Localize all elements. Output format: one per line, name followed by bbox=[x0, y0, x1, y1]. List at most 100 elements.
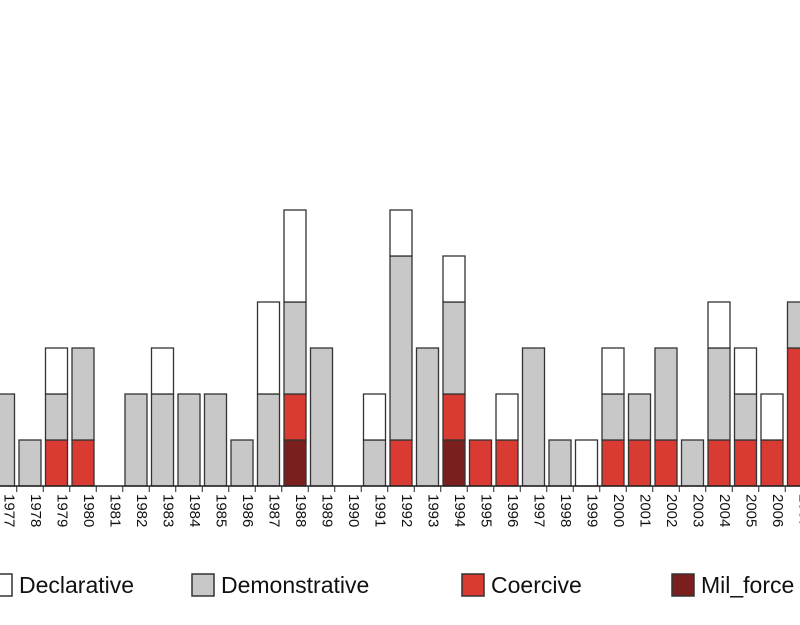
bar-demonstrative-1997 bbox=[523, 348, 545, 486]
x-tick-label: 1977 bbox=[1, 494, 18, 527]
x-tick-label: 1994 bbox=[451, 494, 468, 527]
bar-coercive-2006 bbox=[761, 440, 783, 486]
bar-demonstrative-1993 bbox=[417, 348, 439, 486]
x-tick-label: 1978 bbox=[27, 494, 44, 527]
x-tick-label: 1997 bbox=[531, 494, 548, 527]
bar-demonstrative-1998 bbox=[549, 440, 571, 486]
legend-label: Demonstrative bbox=[221, 572, 369, 598]
bar-declarative-1991 bbox=[364, 394, 386, 440]
bar-demonstrative-1985 bbox=[205, 394, 227, 486]
x-ticks: 1977 1978 1979 1980 1981 1982 1983 1984 1985 1986… bbox=[1, 486, 800, 527]
bar-coercive-2005 bbox=[735, 440, 757, 486]
bar-demonstrative-1987 bbox=[258, 394, 280, 486]
bar-demonstrative-1982 bbox=[125, 394, 147, 486]
legend-label: Coercive bbox=[491, 572, 582, 598]
bar-demonstrative-1978 bbox=[19, 440, 41, 486]
bar-coercive-2002 bbox=[655, 440, 677, 486]
x-tick-label: 1995 bbox=[478, 494, 495, 527]
x-tick-label: 2003 bbox=[690, 494, 707, 527]
legend-label: Mil_force bbox=[701, 572, 794, 598]
bar-demonstrative-2000 bbox=[602, 394, 624, 440]
bar-demonstrative-1984 bbox=[178, 394, 200, 486]
x-tick-label: 2004 bbox=[716, 494, 733, 527]
x-tick-label: 1988 bbox=[292, 494, 309, 527]
x-tick-label: 2002 bbox=[663, 494, 680, 527]
bar-mil-force-1994 bbox=[443, 440, 465, 486]
bar-demonstrative-2004 bbox=[708, 348, 730, 440]
bar-coercive-2004 bbox=[708, 440, 730, 486]
x-tick-label: 1982 bbox=[133, 494, 150, 527]
x-tick-label: 1990 bbox=[345, 494, 362, 527]
bar-demonstrative-1989 bbox=[311, 348, 333, 486]
legend-item-demonstrative: Demonstrative bbox=[192, 572, 369, 598]
bar-declarative-1988 bbox=[284, 210, 306, 302]
x-tick-label: 2006 bbox=[769, 494, 786, 527]
x-tick-label: 1989 bbox=[319, 494, 336, 527]
x-tick-label: 1998 bbox=[557, 494, 574, 527]
legend-item-mil-force: Mil_force bbox=[672, 572, 794, 598]
x-tick-label: 2000 bbox=[610, 494, 627, 527]
x-tick-label: 1991 bbox=[372, 494, 389, 527]
bar-demonstrative-2002 bbox=[655, 348, 677, 440]
bar-declarative-2006 bbox=[761, 394, 783, 440]
x-tick-label: 1981 bbox=[107, 494, 124, 527]
bar-demonstrative-1979 bbox=[46, 394, 68, 440]
bar-demonstrative-1986 bbox=[231, 440, 253, 486]
bar-demonstrative-2005 bbox=[735, 394, 757, 440]
bar-demonstrative-2007 bbox=[788, 302, 800, 348]
legend-swatch bbox=[672, 574, 694, 596]
bars-layer bbox=[0, 210, 800, 486]
bar-demonstrative-2003 bbox=[682, 440, 704, 486]
bar-demonstrative-1988 bbox=[284, 302, 306, 394]
bar-declarative-1992 bbox=[390, 210, 412, 256]
bar-declarative-1994 bbox=[443, 256, 465, 302]
x-tick-label: 1984 bbox=[186, 494, 203, 527]
bar-demonstrative-1977 bbox=[0, 394, 15, 486]
x-tick-label: 1996 bbox=[504, 494, 521, 527]
bar-declarative-1983 bbox=[152, 348, 174, 394]
legend: Declarative Demonstrative Coercive Mil_forc… bbox=[0, 572, 794, 598]
bar-coercive-1994 bbox=[443, 394, 465, 440]
bar-declarative-2005 bbox=[735, 348, 757, 394]
bar-coercive-1979 bbox=[46, 440, 68, 486]
bar-coercive-2000 bbox=[602, 440, 624, 486]
bar-coercive-2007 bbox=[788, 348, 800, 486]
legend-swatch bbox=[192, 574, 214, 596]
bar-mil-force-1988 bbox=[284, 440, 306, 486]
legend-swatch bbox=[462, 574, 484, 596]
bar-demonstrative-1980 bbox=[72, 348, 94, 440]
bar-coercive-1988 bbox=[284, 394, 306, 440]
x-tick-label: 1987 bbox=[266, 494, 283, 527]
bar-coercive-1992 bbox=[390, 440, 412, 486]
x-tick-label: 1979 bbox=[54, 494, 71, 527]
bar-coercive-1980 bbox=[72, 440, 94, 486]
x-tick-label: 1999 bbox=[584, 494, 601, 527]
x-tick-label: 1986 bbox=[239, 494, 256, 527]
x-tick-label: 2007 bbox=[796, 494, 800, 527]
x-tick-label: 1992 bbox=[398, 494, 415, 527]
x-tick-label: 2005 bbox=[743, 494, 760, 527]
bar-declarative-1999 bbox=[576, 440, 598, 486]
bar-coercive-2001 bbox=[629, 440, 651, 486]
legend-item-coercive: Coercive bbox=[462, 572, 582, 598]
bar-declarative-1987 bbox=[258, 302, 280, 394]
bar-declarative-1996 bbox=[496, 394, 518, 440]
bar-demonstrative-1994 bbox=[443, 302, 465, 394]
bar-demonstrative-1991 bbox=[364, 440, 386, 486]
x-tick-label: 1993 bbox=[425, 494, 442, 527]
bar-demonstrative-1983 bbox=[152, 394, 174, 486]
x-tick-label: 1983 bbox=[160, 494, 177, 527]
bar-declarative-1979 bbox=[46, 348, 68, 394]
bar-coercive-1995 bbox=[470, 440, 492, 486]
bar-demonstrative-2001 bbox=[629, 394, 651, 440]
x-tick-label: 1980 bbox=[80, 494, 97, 527]
bar-coercive-1996 bbox=[496, 440, 518, 486]
bar-demonstrative-1992 bbox=[390, 256, 412, 440]
legend-label: Declarative bbox=[19, 572, 134, 598]
x-tick-label: 2001 bbox=[637, 494, 654, 527]
x-tick-label: 1985 bbox=[213, 494, 230, 527]
bar-declarative-2000 bbox=[602, 348, 624, 394]
legend-swatch bbox=[0, 574, 12, 596]
